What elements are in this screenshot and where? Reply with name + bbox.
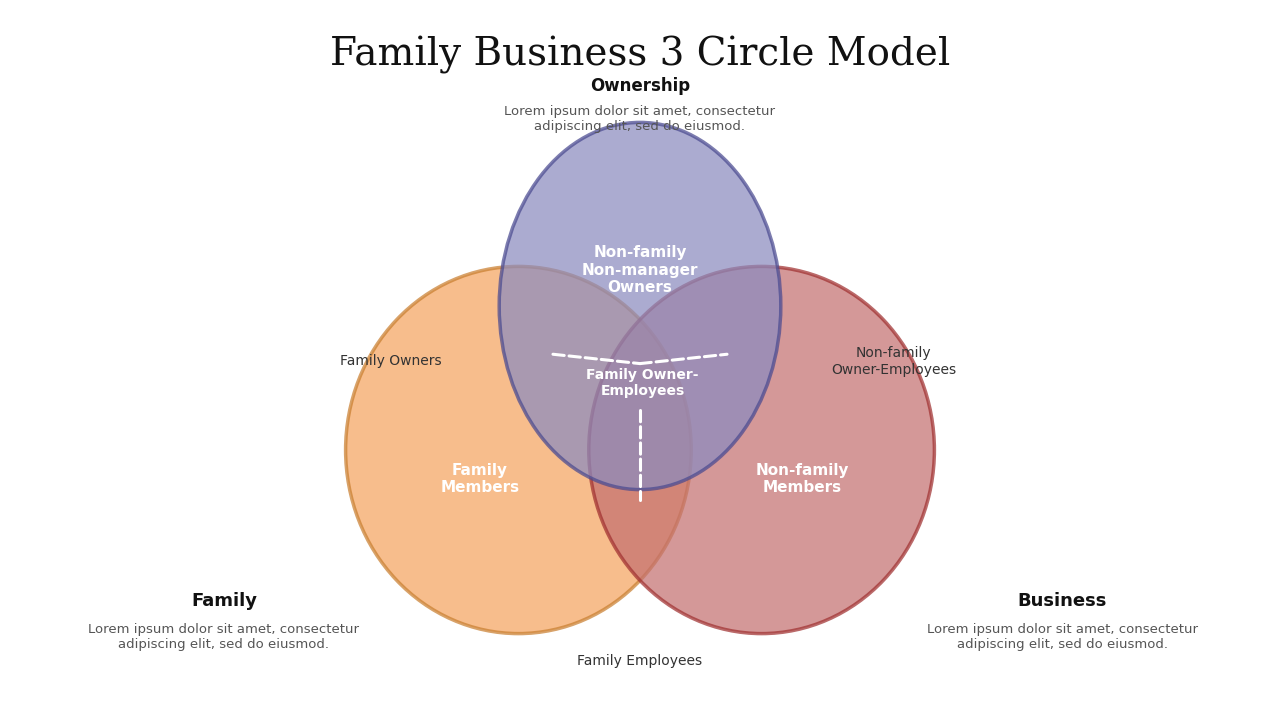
Text: Family Owners: Family Owners [339, 354, 442, 369]
Text: Family: Family [191, 592, 257, 610]
Text: Ownership: Ownership [590, 77, 690, 95]
Text: Non-family
Members: Non-family Members [755, 462, 850, 495]
Text: Lorem ipsum dolor sit amet, consectetur
adipiscing elit, sed do eiusmod.: Lorem ipsum dolor sit amet, consectetur … [88, 624, 360, 651]
Text: Family Employees: Family Employees [577, 654, 703, 668]
Text: Family
Members: Family Members [440, 462, 520, 495]
Text: Non-family
Owner-Employees: Non-family Owner-Employees [831, 346, 956, 377]
Text: Lorem ipsum dolor sit amet, consectetur
adipiscing elit, sed do eiusmod.: Lorem ipsum dolor sit amet, consectetur … [504, 105, 776, 132]
Ellipse shape [346, 266, 691, 634]
Text: Family Owner-
Employees: Family Owner- Employees [586, 368, 699, 398]
Text: Business: Business [1018, 592, 1107, 610]
Text: Non-family
Non-manager
Owners: Non-family Non-manager Owners [581, 245, 699, 295]
Ellipse shape [589, 266, 934, 634]
Text: Lorem ipsum dolor sit amet, consectetur
adipiscing elit, sed do eiusmod.: Lorem ipsum dolor sit amet, consectetur … [927, 624, 1198, 651]
Text: Family Business 3 Circle Model: Family Business 3 Circle Model [330, 36, 950, 74]
Ellipse shape [499, 122, 781, 490]
